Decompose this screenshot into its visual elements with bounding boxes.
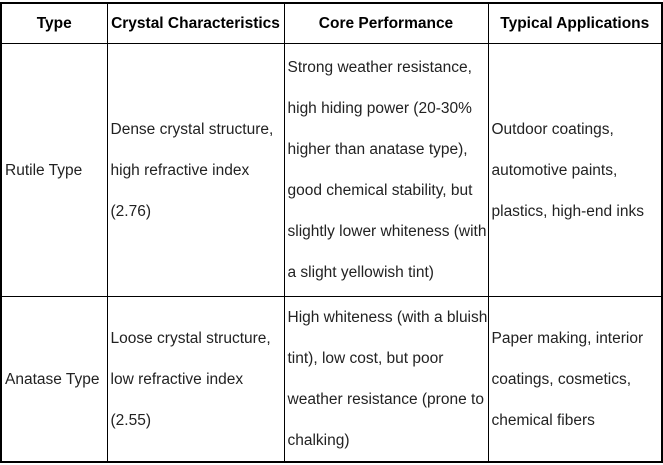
cell-rutile-type: Rutile Type [0, 43, 108, 297]
cell-anatase-core-performance: High whiteness (with a bluish tint), low… [283, 296, 489, 463]
header-core-performance: Core Performance [283, 2, 489, 44]
table-row-anatase: Anatase Type Loose crystal structure, lo… [0, 296, 663, 463]
cell-rutile-crystal-characteristics: Dense crystal structure, high refractive… [106, 43, 285, 297]
cell-rutile-core-performance: Strong weather resistance, high hiding p… [283, 43, 489, 297]
cell-anatase-type: Anatase Type [0, 296, 108, 463]
table-row-rutile: Rutile Type Dense crystal structure, hig… [0, 43, 663, 297]
header-typical-applications: Typical Applications [487, 2, 663, 44]
cell-anatase-crystal-characteristics: Loose crystal structure, low refractive … [106, 296, 285, 463]
header-type: Type [0, 2, 108, 44]
table-header-row: Type Crystal Characteristics Core Perfor… [0, 2, 663, 44]
cell-rutile-typical-applications: Outdoor coatings, automotive paints, pla… [487, 43, 663, 297]
header-crystal-characteristics: Crystal Characteristics [106, 2, 285, 44]
cell-anatase-typical-applications: Paper making, interior coatings, cosmeti… [487, 296, 663, 463]
